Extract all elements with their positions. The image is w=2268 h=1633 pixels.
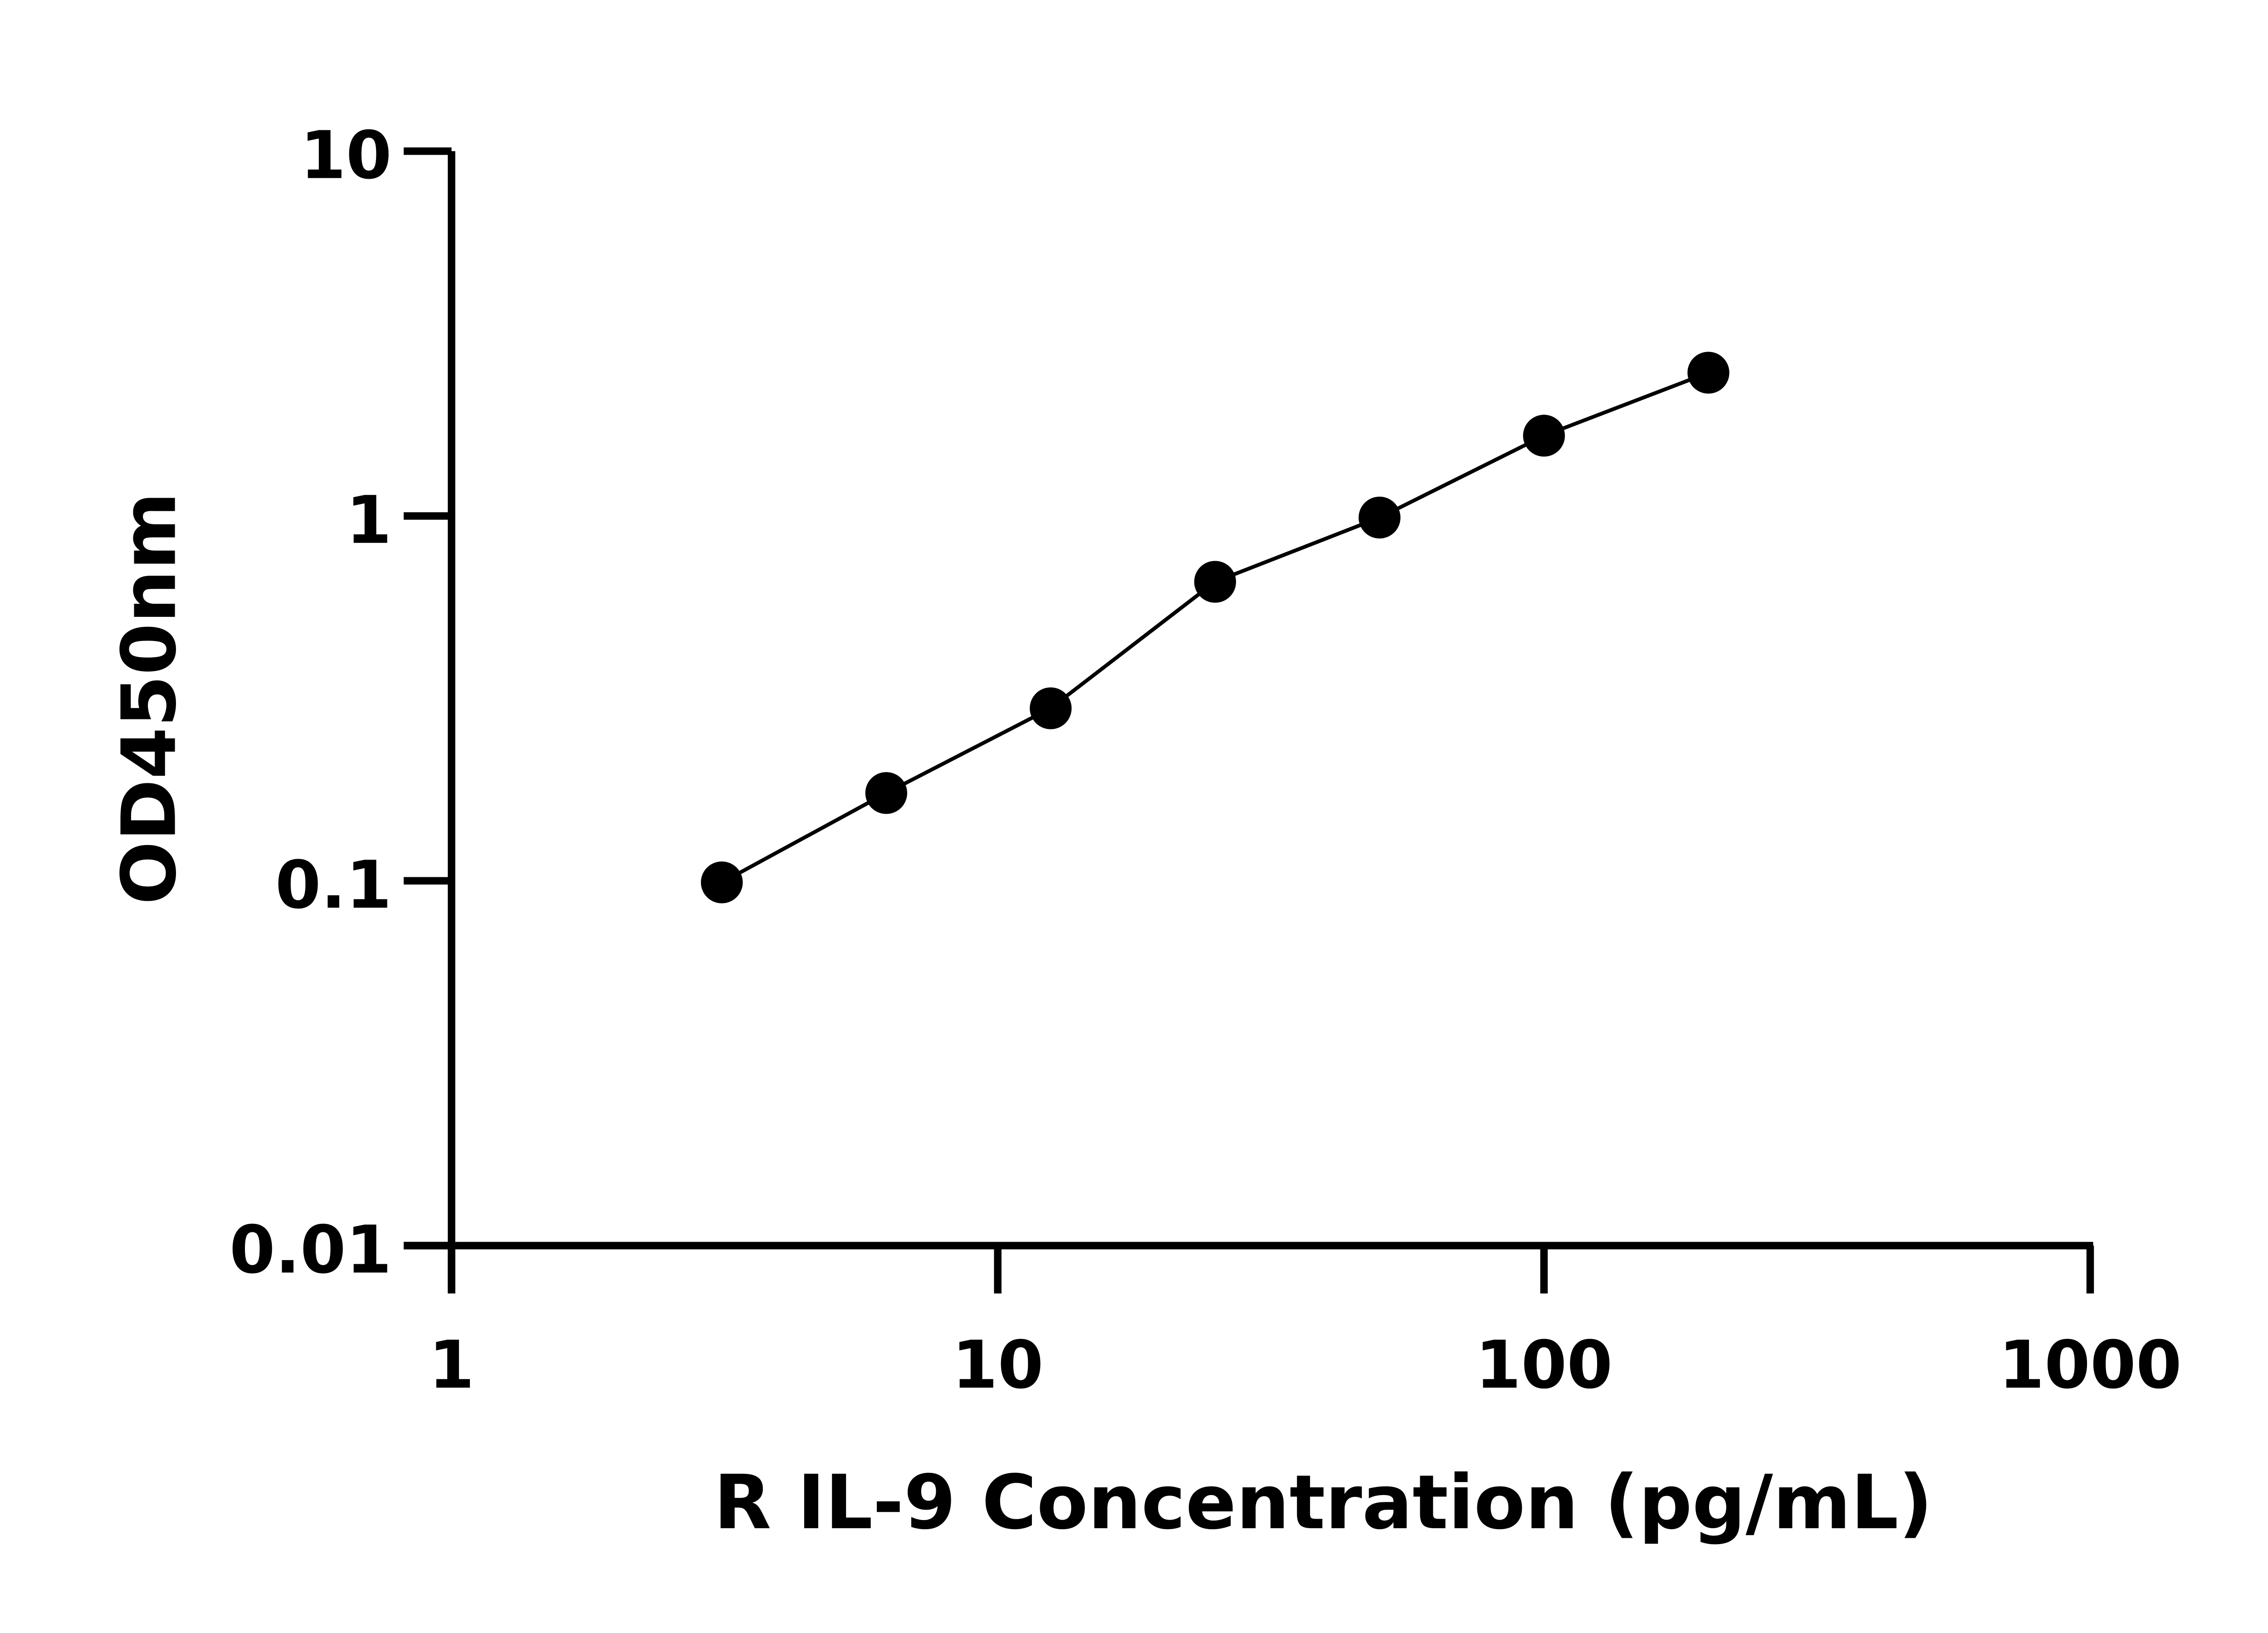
data-point	[1359, 496, 1401, 539]
data-point	[701, 861, 743, 904]
y-tick-label: 1	[346, 482, 392, 559]
y-tick-label: 10	[300, 117, 392, 194]
data-point	[1030, 687, 1072, 729]
data-point	[865, 772, 907, 814]
x-tick-label: 10	[952, 1327, 1044, 1403]
y-axis-label: OD450nm	[106, 492, 193, 905]
y-tick-label: 0.1	[275, 847, 392, 924]
ticks: 1 10 100 1000 0.01 0.1 1 10	[230, 117, 2182, 1404]
data-point	[1523, 415, 1565, 457]
data-point	[1194, 561, 1236, 603]
axes	[403, 151, 2093, 1294]
x-axis-label: R IL-9 Concentration (pg/mL)	[714, 1459, 1932, 1546]
x-tick-label: 100	[1475, 1327, 1613, 1403]
y-tick-label: 0.01	[230, 1212, 392, 1288]
data-points	[701, 352, 1730, 904]
x-tick-label: 1000	[1999, 1327, 2182, 1403]
data-point	[1687, 352, 1730, 394]
x-tick-label: 1	[429, 1327, 474, 1403]
